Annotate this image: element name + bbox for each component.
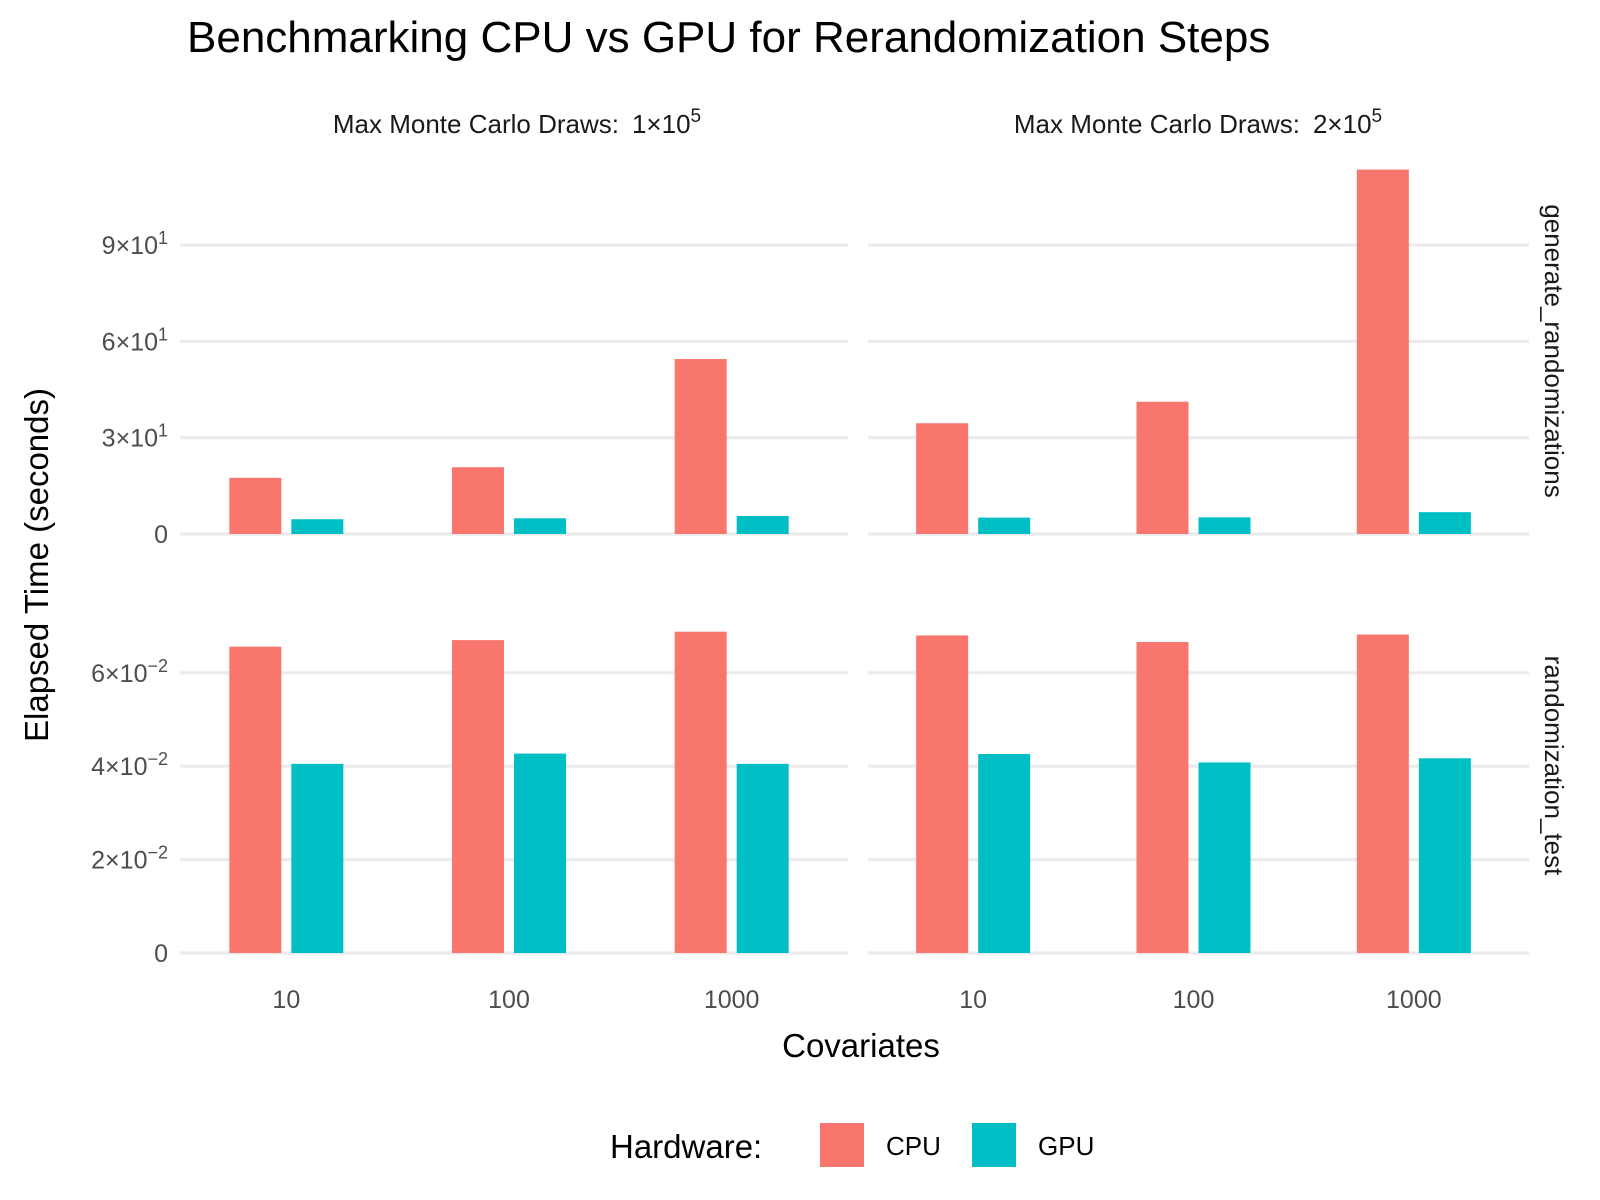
- gridlines: [180, 243, 1529, 955]
- bar-gpu-100: [514, 518, 566, 534]
- bar-cpu-1000: [1356, 169, 1409, 534]
- bar-gpu-100: [514, 753, 566, 953]
- y-tick-label: 6×101: [102, 324, 168, 356]
- y-tick-label: 0: [154, 521, 168, 549]
- legend-label-gpu: GPU: [1038, 1131, 1094, 1161]
- x-tick-label: 100: [488, 986, 530, 1014]
- bar-cpu-1000: [1356, 634, 1409, 953]
- y-tick-label: 3×101: [102, 421, 168, 453]
- bar-gpu-10: [978, 517, 1031, 534]
- bar-cpu-100: [1136, 401, 1189, 534]
- x-axis-title: Covariates: [782, 1027, 940, 1064]
- bar-gpu-1000: [736, 763, 789, 953]
- bar-cpu-100: [1136, 641, 1189, 953]
- column-strip-label: Max Monte Carlo Draws: 2×105: [1014, 106, 1382, 139]
- bar-cpu-10: [916, 635, 969, 953]
- bar-gpu-10: [978, 754, 1031, 953]
- legend-swatch-gpu: [972, 1123, 1016, 1167]
- bar-gpu-100: [1198, 517, 1251, 534]
- bar-gpu-10: [291, 519, 344, 534]
- bar-cpu-100: [452, 640, 504, 953]
- legend-label-cpu: CPU: [886, 1131, 941, 1161]
- legend-swatch-cpu: [820, 1123, 864, 1167]
- x-tick-label: 100: [1173, 986, 1215, 1014]
- bar-cpu-10: [229, 477, 282, 534]
- chart-title: Benchmarking CPU vs GPU for Rerandomizat…: [187, 13, 1270, 62]
- bar-cpu-10: [916, 423, 969, 534]
- bar-gpu-100: [1198, 762, 1251, 953]
- y-tick-label: 6×10−2: [91, 656, 168, 688]
- x-tick-label: 1000: [704, 986, 760, 1014]
- y-tick-label: 0: [154, 940, 168, 968]
- bar-gpu-10: [291, 763, 344, 953]
- bar-cpu-1000: [674, 359, 727, 534]
- y-tick-label: 9×101: [102, 228, 168, 260]
- bar-gpu-1000: [736, 516, 789, 534]
- labels: Benchmarking CPU vs GPU for Rerandomizat…: [18, 13, 1270, 1165]
- row-strip-label: generate_randomizations: [1539, 204, 1569, 497]
- bar-cpu-10: [229, 646, 282, 953]
- column-strip-label: Max Monte Carlo Draws: 1×105: [333, 106, 701, 139]
- bar-gpu-1000: [1418, 758, 1471, 953]
- y-tick-label: 2×10−2: [91, 843, 168, 875]
- bar-cpu-1000: [674, 631, 727, 953]
- x-tick-label: 10: [272, 986, 300, 1014]
- x-tick-label: 10: [959, 986, 987, 1014]
- y-axis-title: Elapsed Time (seconds): [18, 388, 55, 742]
- legend-title: Hardware:: [610, 1128, 762, 1165]
- dynamic-marks: 0 3×101 6×101 9×101 generate_randomizations 0…: [91, 106, 1569, 1167]
- row-strip-label: randomization_test: [1539, 656, 1569, 876]
- x-tick-label: 1000: [1386, 986, 1442, 1014]
- bars: [229, 169, 1471, 953]
- bar-cpu-100: [452, 467, 504, 534]
- y-tick-label: 4×10−2: [91, 749, 168, 781]
- bar-gpu-1000: [1418, 512, 1471, 534]
